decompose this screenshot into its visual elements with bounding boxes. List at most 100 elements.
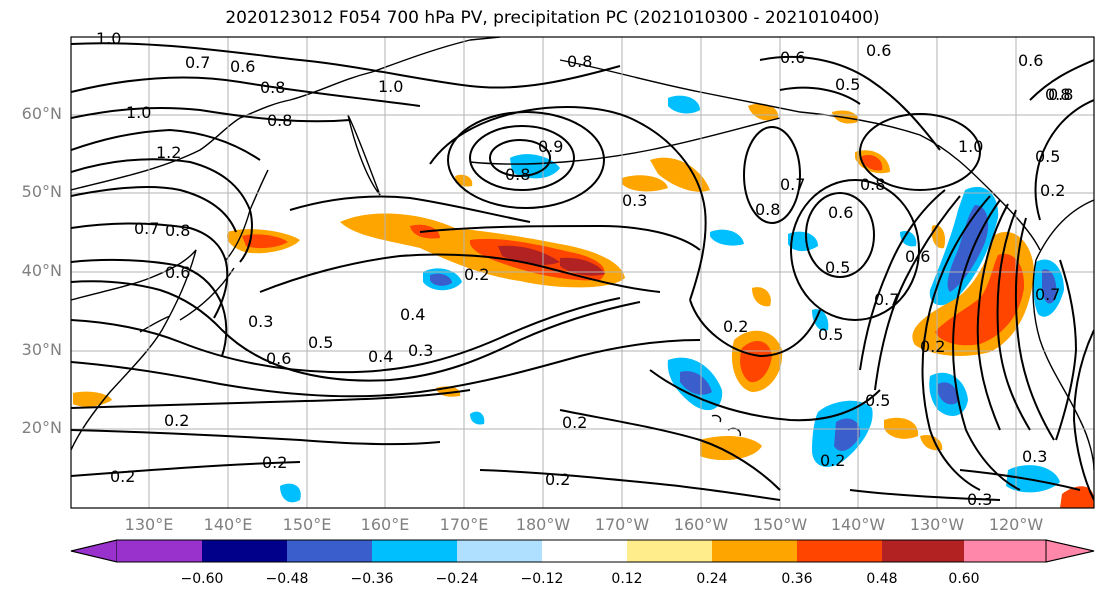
lon-label-160e: 160°E xyxy=(360,515,410,534)
lon-label-130e: 130°E xyxy=(124,515,174,534)
contour-label: 1.2 xyxy=(156,143,181,162)
colorbar-swatch xyxy=(202,540,287,562)
coastline-hawaii xyxy=(711,414,741,437)
contour-label: 0.8 xyxy=(755,200,780,219)
pv-contour xyxy=(71,258,228,357)
pv-contour xyxy=(952,199,1021,491)
lat-label-60n: 60°N xyxy=(21,104,62,123)
pv-contour xyxy=(921,195,991,491)
pv-contour xyxy=(469,125,575,191)
precip-negative-area xyxy=(788,231,818,252)
contour-label: 0.8 xyxy=(260,78,285,97)
precip-negative-area xyxy=(834,418,861,451)
precip-negative-area xyxy=(1042,269,1057,304)
precip-negative-area xyxy=(812,309,829,331)
pv-contour xyxy=(959,469,1081,491)
precip-positive-area xyxy=(752,287,771,307)
precip-negative-area xyxy=(510,154,560,179)
contour-label: 0.2 xyxy=(920,337,945,356)
precip-positive-area xyxy=(931,225,946,249)
contour-label: 0.2 xyxy=(820,451,845,470)
contour-label: 0.3 xyxy=(967,490,992,509)
contour-label: 0.6 xyxy=(866,41,891,60)
colorbar-tick-label: 0.36 xyxy=(781,571,813,587)
pv-contour xyxy=(976,203,1009,431)
map-title: 2020123012 F054 700 hPa PV, precipitatio… xyxy=(225,8,880,28)
pv-contour xyxy=(71,128,261,161)
contour-label: 1.0 xyxy=(96,29,121,48)
contour-label: 0.2 xyxy=(464,265,489,284)
contour-label: 0.7 xyxy=(1035,285,1060,304)
colorbar-outline xyxy=(70,539,1095,563)
precip-negative-area xyxy=(470,411,485,425)
pv-contour xyxy=(859,113,981,191)
pv-contour xyxy=(479,469,781,501)
contour-label: 0.6 xyxy=(230,57,255,76)
contour-label: 0.7 xyxy=(874,290,899,309)
precip-positive-area xyxy=(622,175,668,192)
colorbar-tick-label: −0.36 xyxy=(350,571,394,587)
lat-label-20n: 20°N xyxy=(21,418,62,437)
coastline-korea-china xyxy=(71,249,197,451)
lon-label-160w: 160°W xyxy=(673,515,729,534)
pv-contour xyxy=(489,139,551,177)
colorbar-tick-label: 0.24 xyxy=(696,571,728,587)
colorbar-tick-label: 0.60 xyxy=(948,571,980,587)
contour-label: 0.2 xyxy=(723,317,748,336)
contour-label: 0.2 xyxy=(562,413,587,432)
contour-label: 0.3 xyxy=(408,341,433,360)
lon-label-170e: 170°E xyxy=(439,515,489,534)
lon-label-180w: 180°W xyxy=(515,515,571,534)
pv-contour xyxy=(559,409,781,491)
pv-contour xyxy=(874,195,961,391)
contour-label: 0.7 xyxy=(134,219,159,238)
pv-contour xyxy=(71,222,229,319)
precip-negative-area xyxy=(938,382,959,405)
lon-label-120w: 120°W xyxy=(988,515,1044,534)
colorbar-tick-label: −0.48 xyxy=(265,571,309,587)
pv-contour xyxy=(71,429,441,446)
precip-positive-area xyxy=(700,436,762,461)
colorbar-swatch xyxy=(457,540,542,562)
pv-contour xyxy=(1029,59,1094,101)
colorbar-extend-min xyxy=(70,539,118,563)
precip-positive-area xyxy=(884,417,919,439)
contour-label: 1.0 xyxy=(126,103,151,122)
colorbar-tick-label: −0.60 xyxy=(180,571,224,587)
contour-labels: 1.0 0.7 0.6 0.8 1.0 0.8 0.6 0.5 0.6 1.0 … xyxy=(96,29,1073,509)
pv-contour xyxy=(859,189,946,371)
pv-contours xyxy=(71,42,1094,501)
lon-label-150e: 150°E xyxy=(282,515,332,534)
contour-label: 0.4 xyxy=(400,305,425,324)
contour-label: 1.0 xyxy=(958,137,983,156)
contour-label: 0.6 xyxy=(905,247,930,266)
contour-label: 0.6 xyxy=(1018,51,1043,70)
pv-contour xyxy=(779,86,861,105)
coastline-kamchatka xyxy=(347,114,381,196)
contour-label: 0.3 xyxy=(1022,447,1047,466)
contour-label: 0.5 xyxy=(818,325,843,344)
contour-label: 0.5 xyxy=(865,391,890,410)
precip-positive-area xyxy=(242,234,288,249)
colorbar-extend-max xyxy=(1045,539,1095,563)
precip-negative-area xyxy=(947,205,989,292)
map-frame xyxy=(70,36,1095,509)
coastlines xyxy=(71,37,1094,471)
precip-negative-area xyxy=(430,273,452,286)
precip-positive-area xyxy=(560,257,605,276)
contour-label: 0.8 xyxy=(860,175,885,194)
lat-label-50n: 50°N xyxy=(21,182,62,201)
colorbar-swatch xyxy=(797,540,882,562)
colorbar-swatch xyxy=(117,540,202,562)
contour-label: 0.6 xyxy=(780,48,805,67)
precip-negative-area xyxy=(668,95,700,114)
colorbar-tick-label: 0.12 xyxy=(611,571,643,587)
precip-positive-area xyxy=(1060,486,1094,508)
contour-label: 0.2 xyxy=(110,467,135,486)
pv-contour xyxy=(805,192,875,278)
colorbar-tick-label: 0.48 xyxy=(866,571,898,587)
precipitation-shading xyxy=(73,95,1094,508)
contour-label: 0.8 xyxy=(505,165,530,184)
lon-label-140w: 140°W xyxy=(830,515,886,534)
contour-label: 0.5 xyxy=(835,75,860,94)
